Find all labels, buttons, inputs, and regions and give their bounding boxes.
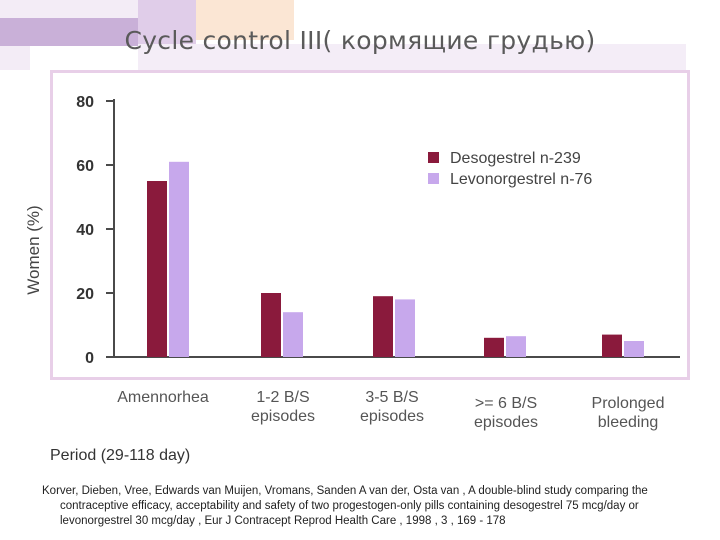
bar [624, 341, 644, 357]
bar-chart: 0 20 40 60 80 Desogestrel n-239 Levonorgestrel… [50, 70, 690, 380]
y-tick-label: 80 [76, 94, 94, 111]
bar [373, 296, 393, 357]
header-decoration [0, 18, 138, 46]
bar [261, 293, 281, 357]
x-category-label-line: episodes [359, 408, 425, 425]
x-category-label: >= 6 B/S episodes [446, 394, 566, 432]
header-decoration [196, 0, 294, 40]
y-tick-label: 60 [76, 158, 94, 175]
legend-swatch [428, 173, 439, 184]
header-decoration [138, 0, 196, 44]
bar [395, 299, 415, 357]
y-tick-label: 0 [85, 350, 94, 367]
bar [283, 312, 303, 357]
bar [169, 161, 189, 357]
bar [484, 337, 504, 357]
x-category-label-line: Amennorhea [117, 389, 209, 406]
x-category-label: 3-5 B/S episodes [332, 388, 452, 426]
y-tick-label: 20 [76, 286, 94, 303]
x-category-label: 1-2 B/S episodes [223, 388, 343, 426]
x-category-label-line: 1-2 B/S [256, 389, 310, 406]
period-note: Period (29-118 day) [50, 447, 191, 464]
chart-frame: 0 20 40 60 80 Desogestrel n-239 Levonorgestrel… [50, 70, 690, 380]
header-decoration [0, 0, 138, 18]
chart-border [50, 70, 690, 380]
x-category-label: Prolonged bleeding [568, 394, 688, 432]
citation-line: levonorgestrel 30 mcg/day , Eur J Contra… [60, 515, 506, 527]
legend-label: Desogestrel n-239 [450, 150, 581, 167]
bar [147, 181, 167, 357]
bar [506, 336, 526, 357]
legend-swatch [428, 152, 439, 163]
header-decoration [138, 44, 686, 70]
x-category-label-line: >= 6 B/S [474, 395, 538, 412]
x-category-label-line: episodes [473, 414, 539, 431]
bar [602, 334, 622, 357]
legend-label: Levonorgestrel n-76 [450, 171, 592, 188]
x-category-label: Amennorhea [103, 388, 223, 407]
slide-title: Cycle control III( кормящие грудью) [124, 26, 596, 55]
x-category-label-line: bleeding [597, 414, 659, 431]
y-axis-label: Women (%) [24, 205, 43, 295]
header-decoration [0, 46, 30, 70]
y-tick-label: 40 [76, 222, 94, 239]
x-category-label-line: Prolonged [591, 395, 665, 412]
citation-line: contraceptive efficacy, acceptability an… [60, 500, 639, 512]
x-category-label-line: episodes [250, 408, 316, 425]
citation: Korver, Dieben, Vree, Edwards van Muijen… [42, 484, 692, 529]
x-category-label-line: 3-5 B/S [365, 389, 419, 406]
citation-line: Korver, Dieben, Vree, Edwards van Muijen… [42, 485, 648, 497]
